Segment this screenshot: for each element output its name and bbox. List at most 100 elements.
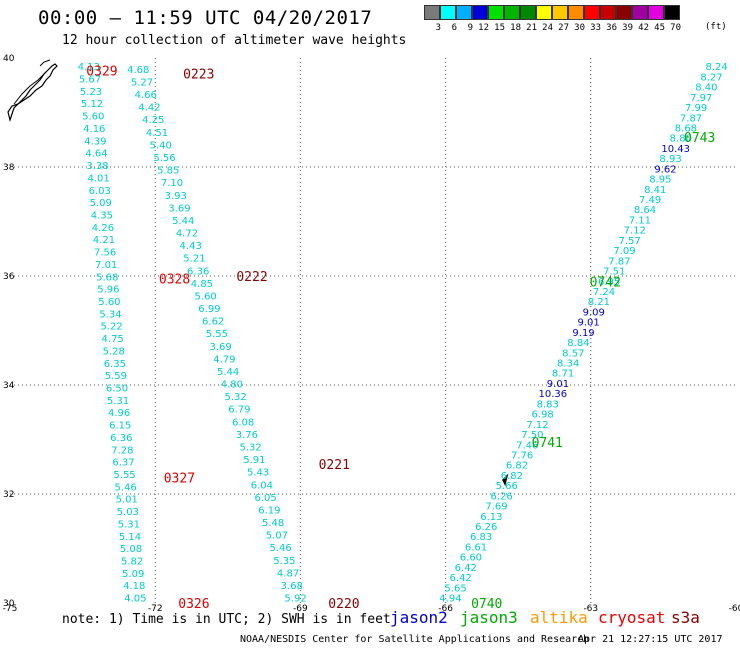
wave-height-value: 6.26 [475,522,497,533]
wave-height-value: 6.50 [106,383,128,394]
wave-height-value: 4.42 [138,103,160,114]
wave-height-value: 4.13 [78,62,100,73]
wave-height-value: 7.57 [618,236,640,247]
wave-height-value: 4.72 [176,229,198,240]
color-scale-swatch: 15 [488,5,505,33]
wave-height-value: 5.28 [103,346,125,357]
wave-height-value: 5.46 [114,482,136,493]
wave-height-value: 7.87 [608,256,630,267]
wave-height-value: 6.26 [490,491,512,502]
wave-height-value: 5.59 [105,371,127,382]
wave-height-value: 9.01 [547,379,569,390]
wave-height-value: 4.79 [213,354,235,365]
wave-height-value: 7.51 [603,267,625,278]
legend-entry-jason2: jason2 [390,608,448,627]
color-scale-label: 27 [558,23,569,33]
wave-height-value: 5.03 [117,507,139,518]
wave-height-value: 6.82 [506,461,528,472]
wave-height-value: 4.51 [146,128,168,139]
color-scale-swatch: 39 [616,5,633,33]
wave-height-value: 5.12 [81,99,103,110]
wave-height-value: 5.34 [99,309,121,320]
color-scale-swatch: 42 [632,5,649,33]
wave-height-value: 4.85 [191,279,213,290]
wave-height-value: 4.94 [439,594,461,605]
wave-height-value: 6.08 [232,417,254,428]
wave-height-value: 7.76 [511,450,533,461]
wave-height-value: 8.68 [675,123,697,134]
wave-height-value: 9.62 [654,164,676,175]
wave-height-value: 6.13 [480,512,502,523]
color-scale-label: 3 [435,23,441,33]
wave-height-value: 6.83 [470,532,492,543]
wave-height-value: 5.09 [90,198,112,209]
wave-height-value: 4.18 [123,581,145,592]
wave-height-value: 5.44 [172,216,194,227]
wave-height-value: 5.96 [97,285,119,296]
color-scale-swatch: 12 [472,5,489,33]
pass-time-label: 0220 [328,597,359,612]
color-scale-swatch: 45 [648,5,665,33]
pass-time-label: 0740 [471,597,502,612]
wave-height-value: 5.09 [122,569,144,580]
wave-height-value: 7.28 [111,445,133,456]
wave-height-value: 5.23 [80,87,102,98]
wave-height-value: 8.57 [562,348,584,359]
wave-height-value: 6.36 [187,266,209,277]
wave-height-value: 5.35 [273,556,295,567]
wave-height-value: 4.64 [85,149,107,160]
wave-height-value: 5.14 [119,532,141,543]
lat-tick-label: 38 [3,163,15,173]
wave-height-value: 6.03 [89,186,111,197]
color-scale-label: 70 [670,23,681,33]
color-scale-swatch: 18 [504,5,521,33]
wave-height-value: 9.01 [578,318,600,329]
pass-time-label: 0221 [319,458,350,473]
wave-height-value: 8.21 [588,297,610,308]
wave-height-value: 7.10 [161,178,183,189]
color-scale-swatch: 3 [424,5,441,33]
wave-height-value: 5.55 [206,329,228,340]
wave-height-value: 3.76 [236,430,258,441]
color-scale-label: 42 [638,23,649,33]
wave-height-value: 4.80 [221,380,243,391]
pass-time-label: 0742 [590,275,621,290]
wave-height-value: 5.32 [225,392,247,403]
wave-height-value: 8.40 [695,83,717,94]
wave-height-value: 4.01 [87,173,109,184]
pass-time-label: 0327 [164,472,195,487]
wave-height-value: 10.43 [661,144,690,155]
wave-height-value: 4.39 [84,136,106,147]
wave-height-value: 4.25 [142,115,164,126]
color-scale-legend: 3 6 9 12 15 18 21 24 27 30 33 36 39 42 45 70 [424,5,681,33]
wave-height-value: 7.24 [593,287,615,298]
wave-height-value: 4.66 [135,90,157,101]
pass-time-label: 0326 [178,597,209,612]
wave-height-value: 8.34 [557,359,579,370]
wave-height-value: 6.36 [110,433,132,444]
wave-height-value: 6.98 [531,410,553,421]
wave-height-value: 8.84 [567,338,589,349]
wave-height-value: 5.60 [195,291,217,302]
wave-height-value: 5.27 [131,77,153,88]
color-scale-label: 6 [451,23,457,33]
color-scale-swatch: 27 [552,5,569,33]
wave-height-value: 3.69 [210,342,232,353]
wave-height-value: 5.92 [284,594,306,605]
wave-height-value: 4.16 [83,124,105,135]
wave-height-value: 6.95 [598,277,620,288]
wave-height-value: 5.67 [79,75,101,86]
wave-height-value: 6.05 [254,493,276,504]
wave-height-value: 5.21 [183,254,205,265]
wave-height-value: 5.85 [157,166,179,177]
color-scale-swatch: 30 [568,5,585,33]
wave-height-value: 7.99 [685,103,707,114]
wave-height-value: 5.01 [116,495,138,506]
wave-height-value: 6.19 [258,505,280,516]
color-scale-swatch: 70 [664,5,681,33]
wave-height-value: 6.79 [228,405,250,416]
wave-height-value: 5.55 [113,470,135,481]
color-scale-label: 30 [574,23,585,33]
wave-height-value: 7.87 [680,113,702,124]
